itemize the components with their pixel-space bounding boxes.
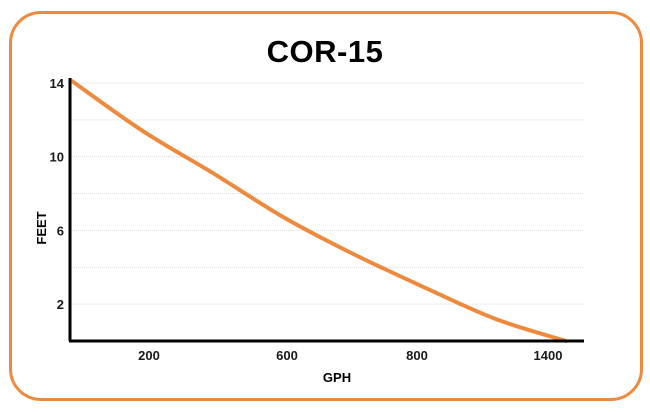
y-tick-label: 14 [50,76,65,91]
y-tick-label: 10 [50,150,64,165]
x-tick-label: 600 [276,348,298,363]
grid-lines [70,82,584,305]
performance-curve [70,79,568,343]
y-tick-label: 2 [57,297,64,312]
y-tick-label: 6 [57,223,64,238]
tick-labels: 14 10 6 2 200 600 800 1400 [50,76,563,363]
chart-frame [9,11,643,401]
x-axis-label: GPH [323,370,351,385]
x-tick-label: 200 [138,348,160,363]
x-tick-label: 800 [406,348,428,363]
y-axis-label: FEET [34,211,49,244]
chart-title: COR-15 [266,34,384,69]
x-tick-label: 1400 [534,348,563,363]
